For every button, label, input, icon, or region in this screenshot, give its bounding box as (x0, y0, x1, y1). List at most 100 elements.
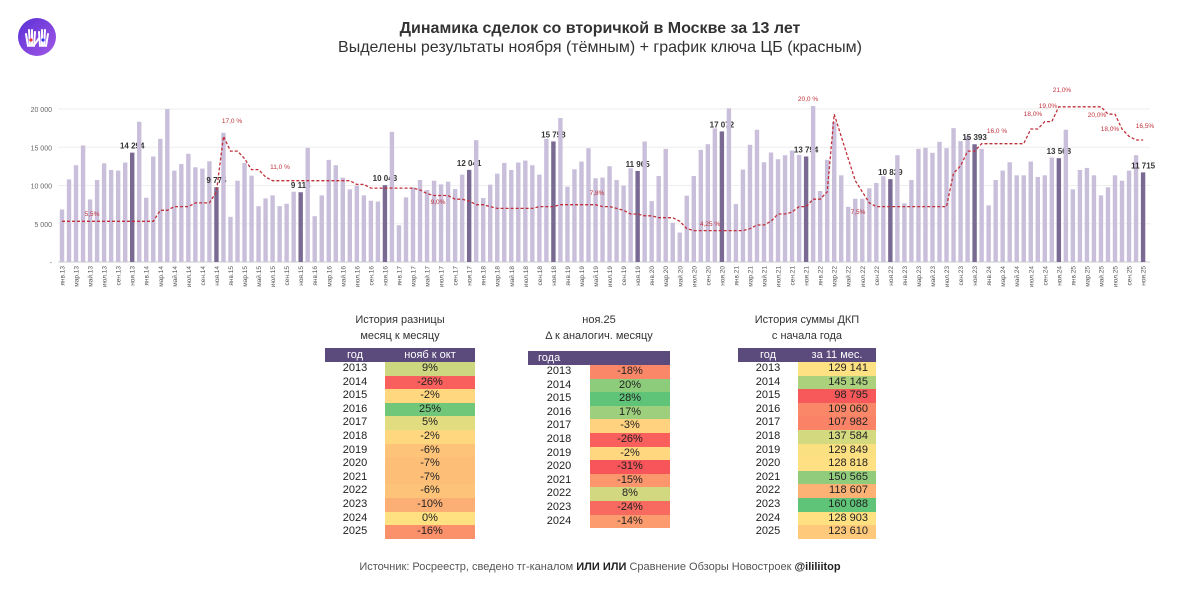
bar (881, 176, 886, 262)
key-rate-label: 16,0 % (987, 128, 1007, 135)
november-bar (214, 187, 219, 262)
value-cell: -3% (590, 419, 670, 433)
value-cell: 0% (385, 511, 475, 526)
november-bar (298, 192, 303, 262)
y-tick-label: 10 000 (31, 184, 53, 191)
value-cell: 128 903 (798, 511, 876, 526)
bar (495, 173, 500, 262)
value-cell: 5% (385, 416, 475, 430)
x-tick-label: сен.16 (368, 266, 375, 286)
bar (782, 155, 788, 262)
bar (867, 188, 872, 262)
value-cell: -26% (590, 432, 670, 447)
x-tick-label: июл.23 (944, 266, 951, 288)
year-cell: 2024 (546, 514, 572, 527)
bar (579, 161, 584, 262)
bar (509, 169, 514, 262)
bar (993, 179, 998, 262)
x-tick-label: мар.17 (411, 266, 418, 287)
table-row: 2023 -24% (528, 500, 670, 515)
bar (305, 147, 310, 262)
ytd-table: История суммы ДКП с начала года год за 11… (738, 312, 876, 539)
bar (221, 132, 226, 262)
bar (326, 159, 331, 262)
bar (986, 205, 991, 262)
bar (410, 187, 416, 262)
november-bar (803, 156, 809, 262)
year-cell: 2022 (342, 484, 368, 497)
ytd-caption-1: История суммы ДКП (754, 314, 860, 326)
value-cell: 137 584 (798, 429, 876, 444)
bar (488, 184, 493, 262)
november-value-label: 12 041 (457, 159, 482, 168)
bar (396, 225, 402, 262)
x-tick-label: июл.17 (439, 266, 446, 288)
value-cell: 28% (590, 392, 670, 406)
x-tick-label: мар.14 (158, 266, 165, 287)
november-bar (719, 131, 725, 262)
table-row: 2020 128 818 (738, 457, 876, 471)
bar (586, 148, 591, 262)
key-rate-label: 18,0% (1024, 111, 1043, 118)
year-cell: 2019 (755, 443, 781, 456)
mom-table: История разницы месяц к месяцу год нояб к… (325, 312, 475, 539)
bar (158, 138, 163, 262)
deals-chart: - 5 000 10 000 15 000 20 000 14 294 9 775 9 118… (31, 87, 1156, 288)
bar (824, 159, 830, 262)
x-tick-label: янв.20 (649, 266, 656, 286)
bar (670, 222, 675, 262)
november-value-label: 13 568 (1047, 147, 1072, 156)
bar (424, 190, 430, 262)
year-cell: 2021 (342, 470, 368, 483)
bar (179, 163, 184, 262)
bar (691, 175, 696, 262)
bar (122, 162, 128, 262)
value-cell: 9% (385, 362, 475, 376)
x-tick-label: ноя.23 (972, 266, 979, 286)
year-cell: 2014 (755, 375, 781, 388)
bar (1049, 157, 1055, 262)
x-tick-label: мар.25 (1084, 266, 1091, 287)
x-tick-label: май.14 (171, 266, 179, 287)
value-cell: 128 818 (798, 457, 876, 471)
bar (796, 154, 802, 262)
key-rate-label: 20,0 % (798, 96, 818, 103)
year-cell: 2014 (546, 378, 572, 391)
november-bar (466, 169, 472, 262)
x-tick-label: май.23 (929, 266, 937, 287)
table-row: 2021 -15% (528, 473, 670, 488)
table-row: 2020 -31% (528, 460, 670, 474)
mom-col-change: нояб к окт (404, 349, 456, 361)
bar (916, 148, 921, 262)
year-cell: 2022 (755, 484, 781, 497)
x-tick-label: ноя.19 (635, 266, 642, 286)
bar (375, 201, 381, 262)
november-value-label: 10 043 (373, 174, 398, 183)
year-cell: 2025 (755, 525, 781, 538)
november-value-label: 11 905 (626, 160, 651, 169)
value-cell: 129 141 (798, 362, 876, 376)
x-tick-label: ноя.15 (298, 266, 305, 286)
footer-handle[interactable]: @ililiitop (794, 561, 841, 573)
table-row: 2017 -3% (528, 419, 670, 433)
table-row: 2015 28% (528, 392, 670, 406)
bar (459, 174, 465, 262)
key-rate-label: 9,0% (431, 199, 446, 206)
bar (923, 147, 928, 262)
bar (186, 153, 191, 262)
x-tick-label: июл.20 (691, 266, 698, 288)
bar (516, 162, 521, 262)
value-cell: -15% (590, 473, 670, 488)
x-tick-label: ноя.17 (467, 266, 474, 286)
chart-subtitle: Выделены результаты ноября (тёмным) + гр… (338, 39, 862, 56)
bar (242, 162, 247, 262)
value-cell: -6% (385, 443, 475, 458)
value-cell: 129 849 (798, 443, 876, 458)
value-cell: -18% (590, 365, 670, 379)
bar (817, 191, 823, 262)
bar (874, 182, 879, 262)
bar (1014, 175, 1019, 262)
november-value-label: 11 715 (1131, 161, 1156, 170)
value-cell: -24% (590, 500, 670, 515)
year-cell: 2014 (342, 375, 368, 388)
